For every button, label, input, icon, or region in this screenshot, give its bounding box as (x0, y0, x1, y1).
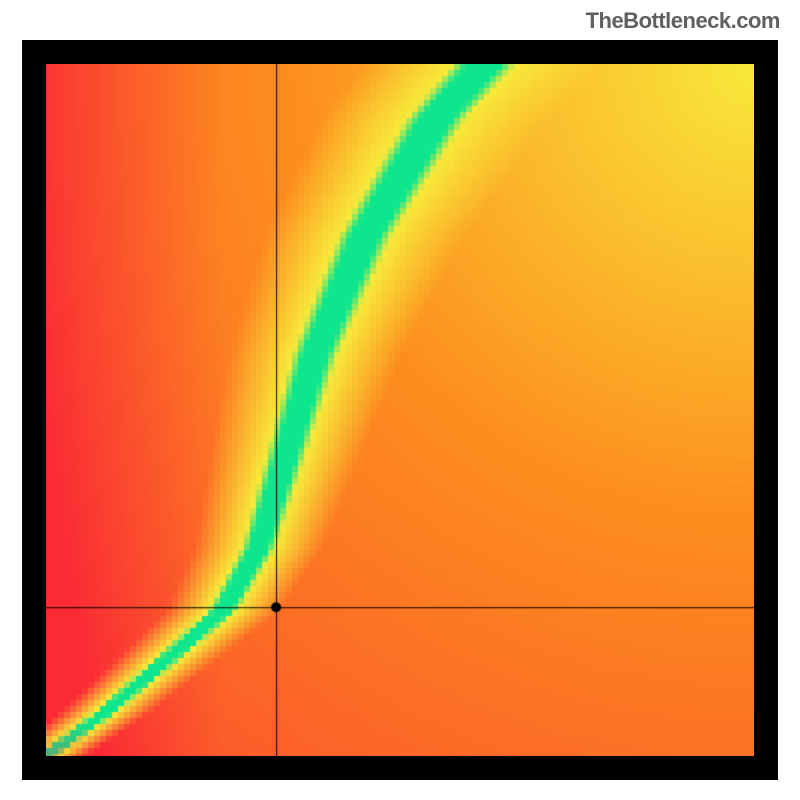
watermark-text: TheBottleneck.com (586, 8, 780, 34)
heatmap-canvas (46, 64, 754, 756)
chart-container: TheBottleneck.com (0, 0, 800, 800)
plot-inner (46, 64, 754, 756)
